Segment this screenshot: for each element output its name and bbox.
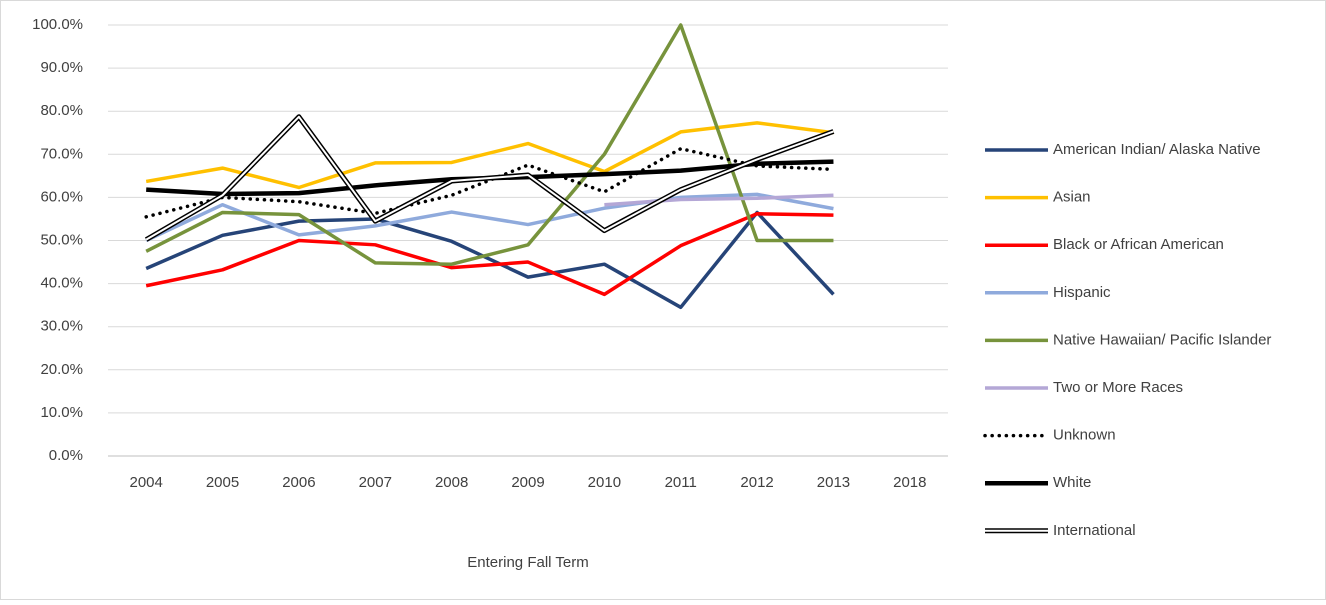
x-axis-label: Entering Fall Term (467, 554, 588, 571)
series-line (604, 193, 834, 207)
x-tick-label: 2012 (740, 474, 773, 491)
legend-label: Hispanic (1053, 284, 1111, 301)
legend-label: International (1053, 522, 1136, 539)
series-line (145, 192, 834, 243)
legend-label: Native Hawaiian/ Pacific Islander (1053, 331, 1271, 348)
y-tick-label: 50.0% (40, 231, 83, 248)
y-tick-label: 20.0% (40, 361, 83, 378)
x-tick-label: 2011 (665, 474, 697, 491)
x-tick-label: 2009 (511, 474, 544, 491)
series-line (145, 210, 835, 310)
y-tick-label: 70.0% (40, 145, 83, 162)
legend-label: Asian (1053, 189, 1091, 206)
legend-label: White (1053, 474, 1091, 491)
x-tick-label: 2010 (588, 474, 621, 491)
y-tick-label: 60.0% (40, 188, 83, 205)
x-tick-label: 2008 (435, 474, 468, 491)
x-tick-label: 2013 (817, 474, 850, 491)
y-tick-label: 80.0% (40, 102, 83, 119)
y-tick-label: 40.0% (40, 275, 83, 292)
x-tick-label: 2004 (129, 474, 162, 491)
y-tick-label: 10.0% (40, 404, 83, 421)
legend-label: Two or More Races (1053, 379, 1183, 396)
x-tick-label: 2007 (359, 474, 392, 491)
y-tick-label: 100.0% (32, 16, 83, 33)
y-tick-label: 0.0% (49, 447, 83, 464)
legend-label: Black or African American (1053, 236, 1224, 253)
series-line (145, 121, 834, 190)
x-tick-label: 2005 (206, 474, 239, 491)
x-tick-label: 2018 (893, 474, 926, 491)
series-line (145, 23, 834, 266)
legend-label: Unknown (1053, 427, 1116, 444)
y-tick-label: 30.0% (40, 318, 83, 335)
series-line (145, 115, 834, 241)
x-tick-label: 2006 (282, 474, 315, 491)
series-line (145, 212, 834, 297)
legend-label: American Indian/ Alaska Native (1053, 141, 1261, 158)
y-tick-label: 90.0% (40, 59, 83, 76)
